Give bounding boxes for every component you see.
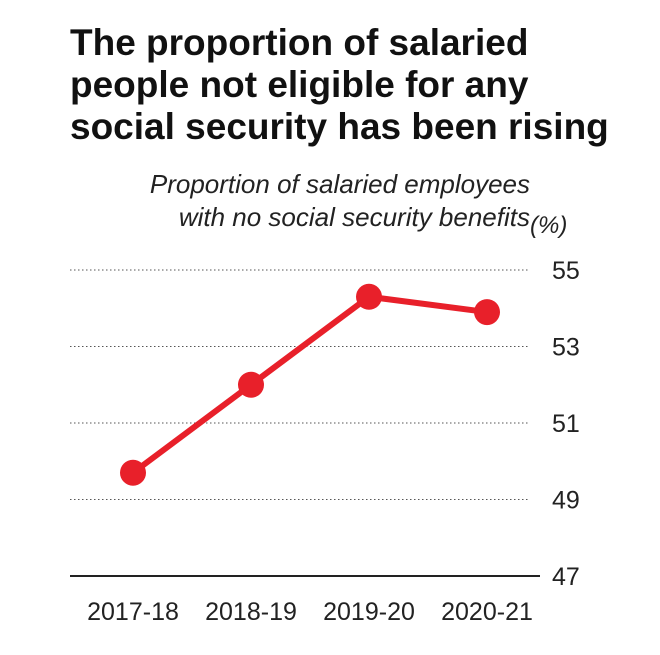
y-tick-label: 51 bbox=[552, 410, 580, 438]
y-tick-label: 53 bbox=[552, 334, 580, 362]
unit-label: (%) bbox=[530, 212, 568, 239]
chart-subtitle-line: Proportion of salaried employees bbox=[149, 169, 530, 199]
y-axis-ticks: 55 53 51 49 47 bbox=[552, 257, 580, 591]
y-tick-label: 55 bbox=[552, 257, 580, 285]
x-tick-label: 2020-21 bbox=[441, 598, 533, 626]
chart-subtitle-line: with no social security benefits bbox=[178, 202, 530, 232]
chart-subtitle: Proportion of salaried employees with no… bbox=[150, 168, 530, 234]
series-line bbox=[120, 283, 500, 486]
chart-title-line: people not eligible for any bbox=[70, 64, 529, 105]
x-tick-label: 2018-19 bbox=[205, 598, 297, 626]
grid-lines bbox=[70, 269, 540, 577]
data-point bbox=[238, 371, 264, 398]
chart-title-line: social security has been rising bbox=[70, 106, 609, 147]
x-axis-labels: 2017-18 2018-19 2019-20 2020-21 bbox=[87, 598, 533, 626]
x-tick-label: 2017-18 bbox=[87, 598, 179, 626]
series-line-path bbox=[130, 293, 490, 476]
y-tick-label: 47 bbox=[552, 563, 580, 591]
chart-title: The proportion of salaried people not el… bbox=[70, 22, 630, 148]
data-point bbox=[356, 283, 382, 310]
chart-title-line: The proportion of salaried bbox=[70, 22, 529, 63]
data-point bbox=[474, 299, 500, 326]
x-tick-label: 2019-20 bbox=[323, 598, 415, 626]
data-point bbox=[120, 459, 146, 486]
y-tick-label: 49 bbox=[552, 487, 580, 515]
